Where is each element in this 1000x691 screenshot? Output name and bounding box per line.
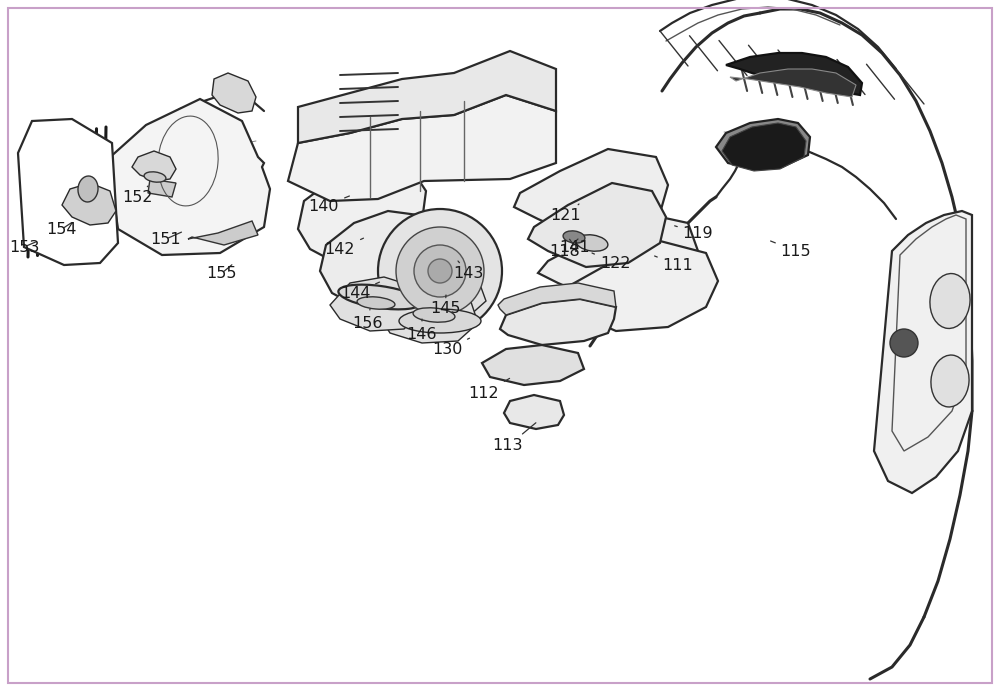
Text: 113: 113	[493, 423, 536, 453]
Text: 143: 143	[453, 261, 483, 281]
Polygon shape	[188, 221, 258, 245]
Circle shape	[428, 259, 452, 283]
Ellipse shape	[413, 307, 455, 322]
Text: 119: 119	[675, 225, 713, 240]
Polygon shape	[320, 211, 430, 307]
Text: 151: 151	[151, 231, 181, 247]
Text: 141: 141	[560, 239, 590, 254]
Text: 140: 140	[309, 196, 349, 214]
Polygon shape	[212, 73, 256, 113]
Polygon shape	[722, 123, 806, 171]
Ellipse shape	[338, 285, 422, 310]
Circle shape	[414, 245, 466, 297]
Text: 122: 122	[592, 253, 630, 270]
Circle shape	[378, 209, 502, 333]
Text: 115: 115	[771, 241, 811, 258]
Text: 153: 153	[9, 240, 39, 254]
Polygon shape	[288, 95, 556, 201]
Text: 155: 155	[207, 265, 237, 281]
Text: 112: 112	[469, 379, 510, 401]
Text: 144: 144	[340, 282, 379, 301]
Polygon shape	[132, 151, 176, 181]
Polygon shape	[528, 183, 666, 267]
Polygon shape	[108, 99, 270, 255]
Ellipse shape	[563, 231, 585, 243]
Ellipse shape	[399, 309, 481, 333]
Text: 156: 156	[353, 309, 383, 330]
Text: 111: 111	[655, 256, 693, 272]
Text: 152: 152	[123, 186, 153, 205]
Ellipse shape	[144, 172, 166, 182]
Polygon shape	[148, 179, 176, 197]
Polygon shape	[298, 51, 556, 143]
Polygon shape	[298, 163, 426, 265]
Polygon shape	[730, 69, 856, 97]
Polygon shape	[330, 277, 422, 331]
Text: 121: 121	[551, 204, 581, 223]
Text: 146: 146	[407, 319, 437, 341]
Text: 118: 118	[550, 239, 580, 258]
Polygon shape	[716, 119, 810, 169]
Polygon shape	[874, 211, 972, 493]
Polygon shape	[548, 241, 718, 331]
Ellipse shape	[78, 176, 98, 202]
Ellipse shape	[930, 274, 970, 328]
Text: 145: 145	[430, 295, 460, 316]
Text: 154: 154	[47, 222, 77, 236]
Text: 130: 130	[432, 338, 469, 357]
Polygon shape	[482, 345, 584, 385]
Polygon shape	[726, 53, 862, 95]
Polygon shape	[394, 269, 486, 319]
Polygon shape	[538, 213, 698, 301]
Ellipse shape	[357, 297, 395, 309]
Polygon shape	[18, 119, 118, 265]
Circle shape	[890, 329, 918, 357]
Ellipse shape	[576, 235, 608, 252]
Polygon shape	[62, 183, 116, 225]
Ellipse shape	[931, 355, 969, 407]
Polygon shape	[500, 299, 616, 345]
Polygon shape	[380, 289, 478, 343]
Polygon shape	[504, 395, 564, 429]
Circle shape	[396, 227, 484, 315]
Text: 142: 142	[325, 238, 363, 256]
Polygon shape	[498, 283, 616, 315]
Polygon shape	[514, 149, 668, 237]
